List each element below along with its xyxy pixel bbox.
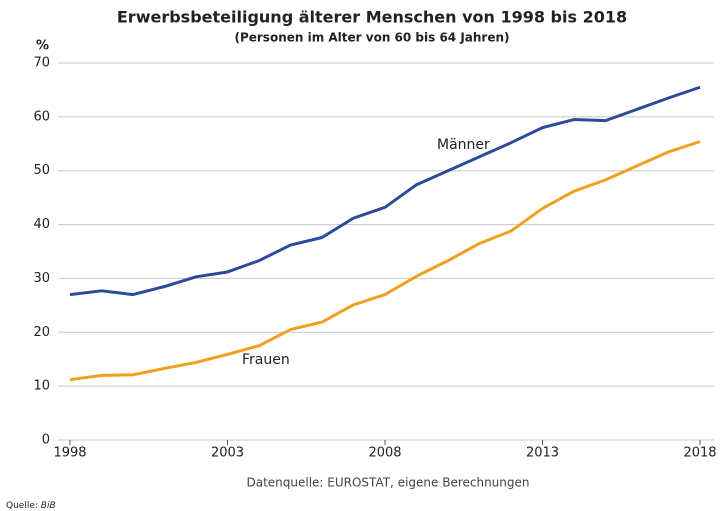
- series-label: Männer: [437, 137, 490, 153]
- series-line: [69, 85, 701, 297]
- series-line: [69, 140, 701, 382]
- chart-title: Erwerbsbeteiligung älterer Menschen von …: [117, 8, 627, 27]
- chart-subtitle: (Personen im Alter von 60 bis 64 Jahren): [234, 31, 509, 45]
- x-tick-label: 2018: [683, 446, 716, 461]
- credit-label: Quelle:: [6, 501, 38, 511]
- y-tick-label: 10: [33, 379, 50, 394]
- y-tick-label: 50: [33, 163, 50, 178]
- y-tick-label: 0: [42, 433, 50, 448]
- x-tick-label: 2008: [368, 446, 401, 461]
- source-note: Datenquelle: EUROSTAT, eigene Berechnung…: [246, 476, 529, 490]
- credit-org: BiB: [41, 501, 56, 511]
- x-tick-label: 1998: [53, 446, 86, 461]
- y-tick-label: 60: [33, 109, 50, 124]
- y-tick-label: 30: [33, 271, 50, 286]
- series-label: Frauen: [242, 352, 290, 368]
- x-tick-label: 2003: [211, 446, 244, 461]
- y-axis-label: %: [36, 39, 49, 54]
- y-tick-label: 20: [33, 325, 50, 340]
- credit: Quelle: BiB: [6, 501, 56, 511]
- y-tick-label: 70: [33, 56, 50, 71]
- x-tick-label: 2013: [526, 446, 559, 461]
- y-tick-label: 40: [33, 217, 50, 232]
